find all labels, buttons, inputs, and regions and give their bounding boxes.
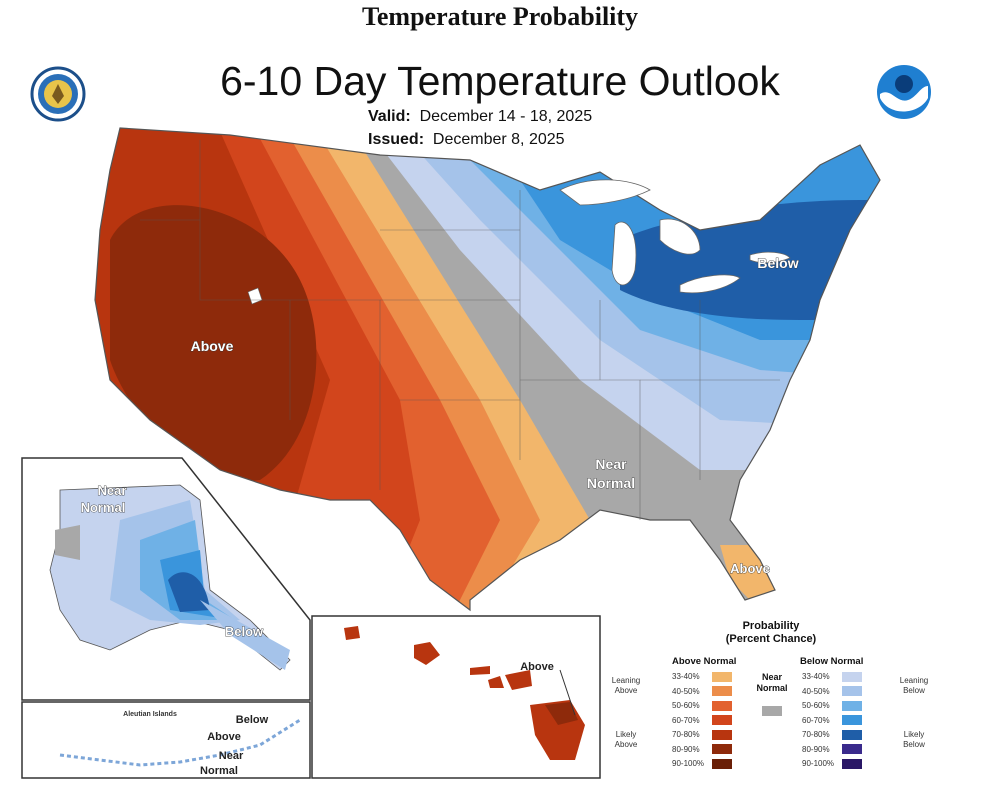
legend-likely-above-2: Above [614, 740, 638, 749]
legend-above-row-label: 90-100% [672, 759, 705, 768]
legend-above-row-label: 80-90% [672, 744, 700, 754]
state-lines [140, 140, 780, 520]
legend-above-row: 60-70% [672, 714, 732, 727]
legend-above-row-swatch [712, 700, 732, 711]
legend-below-row-swatch [842, 744, 862, 754]
legend-above-row-label: 40-50% [672, 686, 700, 696]
legend-likely-below-1: Likely [903, 730, 925, 739]
legend-below-row: 50-60% [802, 699, 862, 712]
legend-below-heading: Below Normal [800, 656, 864, 667]
aleutian-below: Below [236, 714, 269, 726]
alaska-inset: Near Normal Below [21, 457, 311, 701]
issued-label: Issued: [368, 131, 425, 148]
alaska-near-line1: Near [98, 483, 127, 498]
issued-line: Issued: December 8, 2025 [368, 131, 565, 149]
legend-above-row-label: 33-40% [672, 672, 700, 681]
lake-huron [659, 218, 701, 255]
issued-value: December 8, 2025 [432, 131, 565, 148]
legend-leaning-above: Leaning Above [606, 676, 646, 696]
legend-below-row: 33-40% [802, 670, 862, 683]
legend-above-row: 90-100% [672, 757, 732, 770]
legend-above-row: 70-80% [672, 728, 732, 741]
legend-likely-below-2: Below [903, 740, 925, 749]
label-above-florida: Above [730, 561, 770, 576]
hawaii-inset: Above [311, 615, 601, 779]
lake-erie [679, 274, 741, 294]
valid-label: Valid: [368, 108, 411, 125]
outlook-title: 6-10 Day Temperature Outlook [220, 58, 780, 104]
legend-above-row-label: 70-80% [672, 730, 700, 739]
alaska-below: Below [225, 624, 264, 639]
aleutian-above: Above [207, 731, 241, 743]
aleutian-near-line2: Normal [200, 765, 238, 777]
legend-above-heading: Above Normal [672, 656, 737, 667]
label-below-northeast: Below [757, 255, 798, 271]
legend-below-row-label: 80-90% [802, 744, 830, 754]
doc-seal-icon [30, 66, 86, 122]
legend-below-row-swatch [842, 700, 862, 711]
valid-value: December 14 - 18, 2025 [419, 108, 593, 125]
legend-below-row-label: 33-40% [802, 672, 830, 681]
legend-near-line1: Near [761, 672, 782, 682]
alaska-near-line2: Normal [81, 500, 126, 515]
legend-above-row-swatch [712, 671, 732, 682]
legend-above-row-swatch [712, 758, 732, 769]
legend-above-row-swatch [712, 686, 732, 696]
legend-near-line2: Normal [756, 683, 788, 693]
legend-below-row-label: 90-100% [802, 759, 835, 768]
legend-above-row: 40-50% [672, 685, 732, 698]
legend-below-row: 90-100% [802, 757, 862, 770]
legend: Probability (Percent Chance) Above Norma… [606, 620, 936, 780]
legend-above-row-label: 60-70% [672, 715, 700, 725]
legend-below-row-swatch [842, 671, 862, 682]
legend-leaning-below-1: Leaning [899, 676, 929, 685]
legend-likely-below: Likely Below [894, 730, 934, 750]
valid-line: Valid: December 14 - 18, 2025 [368, 108, 592, 126]
legend-below-row-label: 50-60% [802, 701, 830, 710]
legend-title-line1: Probability [742, 620, 800, 632]
legend-below-row: 80-90% [802, 743, 862, 756]
legend-near-swatch [762, 706, 782, 716]
legend-above-row: 33-40% [672, 670, 732, 683]
label-near-line1: Near [595, 456, 627, 472]
legend-leaning-above-2: Above [614, 686, 638, 695]
legend-likely-above-1: Likely [615, 730, 637, 739]
legend-leaning-above-1: Leaning [611, 676, 641, 685]
legend-title-line2: (Percent Chance) [725, 633, 817, 645]
noaa-logo-icon [877, 65, 931, 119]
legend-above-row-label: 50-60% [672, 701, 700, 710]
legend-below-row-label: 70-80% [802, 730, 830, 739]
label-near-line2: Normal [587, 475, 635, 491]
legend-leaning-below: Leaning Below [894, 676, 934, 696]
legend-likely-above: Likely Above [606, 730, 646, 750]
legend-below-row: 60-70% [802, 714, 862, 727]
hawaii-above: Above [520, 661, 554, 673]
lake-superior [559, 179, 651, 206]
page-heading: Temperature Probability [361, 2, 639, 31]
legend-below-row-swatch [842, 686, 862, 696]
legend-above-row-swatch [712, 729, 732, 740]
legend-below-row-swatch [842, 729, 862, 740]
legend-below-row: 70-80% [802, 728, 862, 741]
label-above-west: Above [191, 338, 234, 354]
conus-outline [94, 127, 881, 612]
legend-leaning-below-2: Below [903, 686, 925, 695]
legend-below-row: 40-50% [802, 685, 862, 698]
legend-below-row-swatch [842, 758, 862, 769]
legend-below-row-swatch [842, 715, 862, 725]
lake-ontario [749, 251, 791, 264]
aleutian-title: Aleutian Islands [123, 711, 177, 718]
legend-above-row: 80-90% [672, 743, 732, 756]
aleutian-near-line1: Near [219, 750, 244, 762]
legend-above-row-swatch [712, 744, 732, 754]
aleutian-inset: Aleutian Islands Below Above Near Normal [21, 701, 311, 779]
legend-above-row-swatch [712, 715, 732, 725]
legend-below-row-label: 60-70% [802, 715, 830, 725]
lake-michigan [611, 221, 637, 286]
legend-below-row-label: 40-50% [802, 686, 830, 696]
legend-above-row: 50-60% [672, 699, 732, 712]
legend-near-normal: Near Normal [752, 672, 792, 694]
